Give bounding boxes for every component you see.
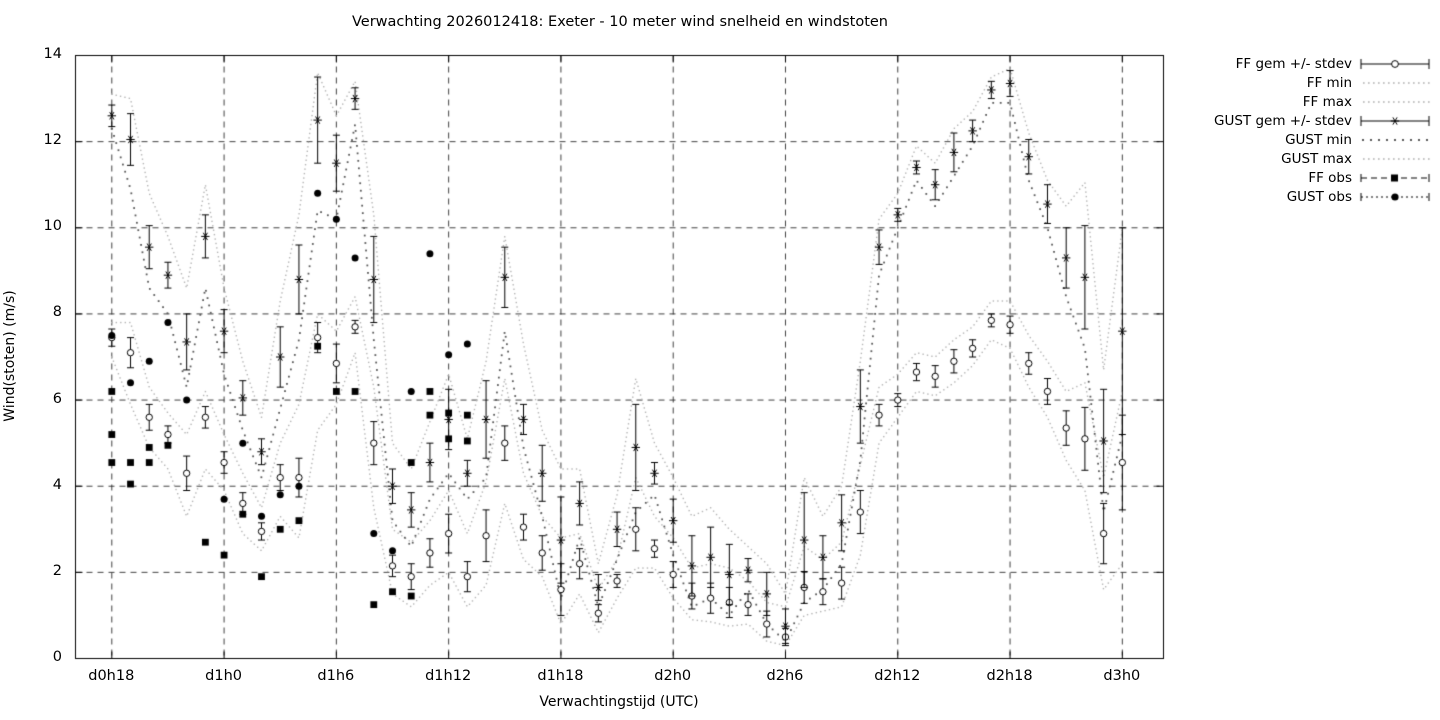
x-tick-label: d2h18 [986, 668, 1033, 684]
legend-row: FF gem +/- stdev [1214, 54, 1432, 73]
x-tick-label: d2h0 [654, 668, 692, 684]
legend-row: GUST min [1214, 130, 1432, 149]
legend-label: FF max [1302, 93, 1352, 110]
y-tick-label: 4 [52, 476, 62, 493]
legend-label: FF gem +/- stdev [1235, 55, 1352, 72]
y-tick-label: 12 [43, 132, 62, 149]
legend-row: GUST gem +/- stdev [1214, 111, 1432, 130]
legend-label: GUST obs [1286, 188, 1352, 205]
legend-row: FF max [1214, 92, 1432, 111]
y-tick-label: 14 [43, 46, 62, 62]
y-tick-label: 10 [43, 218, 62, 235]
legend-label: GUST min [1285, 131, 1352, 148]
x-tick-label: d2h12 [874, 668, 921, 684]
y-tick-label: 6 [52, 390, 62, 407]
x-tick-label: d1h6 [317, 668, 355, 684]
x-tick-label: d1h18 [537, 668, 584, 684]
legend: FF gem +/- stdev FF min FF max GUST gem +/-… [1214, 54, 1432, 206]
legend-label: GUST gem +/- stdev [1214, 112, 1352, 129]
legend-sample-dotted-dark [1358, 131, 1432, 148]
legend-sample-dotted-light [1358, 93, 1432, 110]
x-axis-label: Verwachtingstijd (UTC) [539, 694, 699, 710]
x-tick-label: d1h12 [425, 668, 472, 684]
legend-label: FF min [1306, 74, 1352, 91]
x-tick-label: d3h0 [1103, 668, 1141, 684]
legend-sample-errorbar-circle [1358, 55, 1432, 72]
legend-sample-dotted-light [1358, 74, 1432, 91]
y-tick-label: 8 [52, 304, 62, 321]
legend-row: GUST max [1214, 149, 1432, 168]
legend-label: FF obs [1308, 169, 1352, 186]
legend-sample-errorbar-star [1358, 112, 1432, 129]
y-axis-label: Wind(stoten) (m/s) [2, 290, 18, 422]
legend-sample-dotted-circle [1358, 188, 1432, 205]
legend-label: GUST max [1281, 150, 1352, 167]
x-tick-label: d2h6 [766, 668, 804, 684]
legend-row: FF obs [1214, 168, 1432, 187]
legend-sample-dash-square [1358, 169, 1432, 186]
y-tick-label: 0 [52, 649, 62, 665]
legend-sample-dotted-light [1358, 150, 1432, 167]
chart-title: Verwachting 2026012418: Exeter - 10 mete… [351, 14, 888, 30]
y-tick-label: 2 [52, 562, 62, 579]
legend-row: FF min [1214, 73, 1432, 92]
x-tick-label: d0h18 [88, 668, 135, 684]
x-tick-label: d1h0 [205, 668, 242, 684]
legend-row: GUST obs [1214, 187, 1432, 206]
